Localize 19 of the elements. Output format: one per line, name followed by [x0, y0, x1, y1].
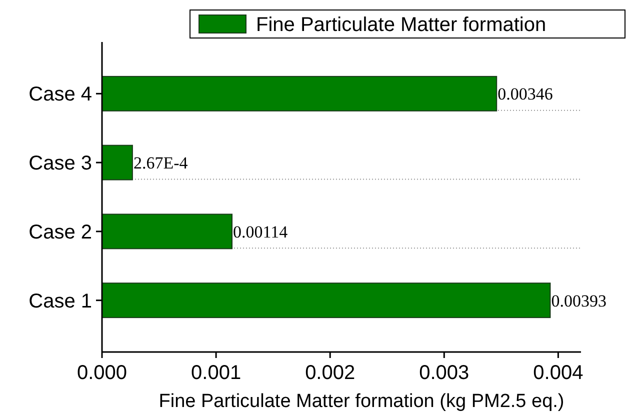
x-tick-label: 0.000 — [76, 362, 128, 384]
data-label: 0.00346 — [498, 84, 553, 104]
x-tick-label: 0.001 — [191, 362, 242, 384]
data-label: 0.00393 — [551, 291, 606, 310]
y-tick-label: Case 1 — [28, 290, 92, 312]
y-tick-label: Case 4 — [28, 84, 92, 106]
x-tick-label: 0.004 — [533, 362, 584, 384]
y-tick-label: Case 2 — [28, 221, 92, 244]
x-axis-title: Fine Particulate Matter formation (kg PM2.5 eq.) — [158, 391, 564, 412]
y-tick-label: Case 3 — [28, 152, 92, 175]
legend-label: Fine Particulate Matter formation — [256, 14, 546, 36]
x-tick-label: 0.003 — [419, 362, 470, 384]
x-tick-label: 0.002 — [305, 362, 356, 384]
bar — [102, 282, 551, 318]
data-label: 0.00114 — [233, 222, 288, 242]
data-label: 2.67E-4 — [133, 154, 188, 173]
bar — [102, 144, 133, 180]
bar — [102, 76, 498, 112]
bar — [102, 214, 233, 250]
